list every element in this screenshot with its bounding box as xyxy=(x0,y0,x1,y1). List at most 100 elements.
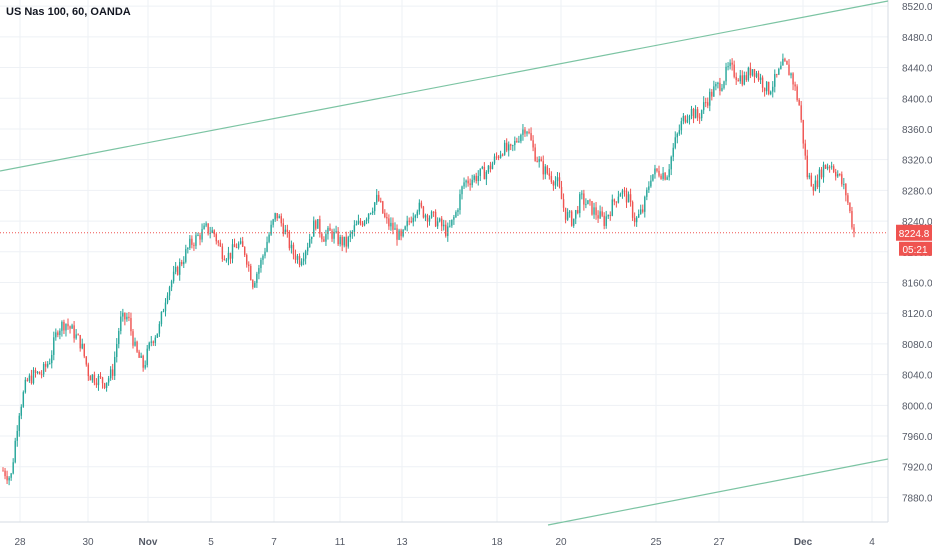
candle-body xyxy=(67,323,69,327)
candle-body xyxy=(550,175,553,182)
candle-body xyxy=(792,73,794,85)
candle-body xyxy=(682,115,685,122)
candle-body xyxy=(390,222,392,227)
candle-body xyxy=(664,172,666,180)
candle-body xyxy=(725,66,727,82)
candle-body xyxy=(627,194,630,203)
candle-body xyxy=(209,232,211,234)
candle-body xyxy=(46,363,49,367)
candle-body xyxy=(436,221,439,227)
candle-body xyxy=(189,238,191,248)
candle-body xyxy=(698,117,701,119)
candle-body xyxy=(124,312,126,320)
candle-body xyxy=(55,332,57,338)
candle-body xyxy=(91,374,94,381)
x-tick-label: 28 xyxy=(14,537,26,548)
candle-body xyxy=(776,74,778,76)
candle-body xyxy=(849,202,851,212)
candle-body xyxy=(233,244,236,248)
candle-body xyxy=(432,211,435,213)
candle-body xyxy=(536,160,538,162)
candle-body xyxy=(10,473,12,478)
candle-body xyxy=(599,211,601,219)
candle-body xyxy=(396,228,398,240)
candle-body xyxy=(573,218,575,226)
candle-body xyxy=(59,330,61,335)
candle-body xyxy=(97,376,100,386)
candle-body xyxy=(148,342,150,349)
candle-body xyxy=(140,355,142,358)
channel-upper-line xyxy=(0,0,889,172)
candle-body xyxy=(644,196,646,212)
candle-body xyxy=(223,259,226,261)
candle-body xyxy=(595,207,597,216)
candle-body xyxy=(483,166,486,180)
candle-body xyxy=(294,254,297,260)
candle-body xyxy=(164,302,167,312)
candle-body xyxy=(24,379,27,393)
candle-body xyxy=(75,334,77,339)
candle-body xyxy=(737,79,739,82)
y-tick-label: 8040.0 xyxy=(902,371,932,382)
candle-body xyxy=(467,180,469,184)
candle-body xyxy=(534,147,536,161)
candle-body xyxy=(343,236,345,246)
candle-body xyxy=(648,186,650,190)
candle-body xyxy=(763,87,766,92)
candle-body xyxy=(319,219,321,234)
candle-body xyxy=(85,356,87,365)
candle-body xyxy=(36,371,39,373)
y-tick-label: 8280.0 xyxy=(902,186,932,197)
candle-body xyxy=(837,174,839,177)
candle-body xyxy=(193,244,195,246)
candle-body xyxy=(44,363,47,367)
candle-body xyxy=(154,337,157,343)
candle-body xyxy=(826,166,829,169)
candle-body xyxy=(203,225,205,230)
candle-body xyxy=(605,216,607,226)
candle-body xyxy=(670,156,672,170)
candle-body xyxy=(430,211,433,218)
candle-body xyxy=(800,105,802,120)
candle-body xyxy=(650,180,652,187)
candle-body xyxy=(770,91,772,95)
candle-body xyxy=(558,177,561,188)
candle-body xyxy=(767,81,770,95)
candle-body xyxy=(414,215,417,218)
candle-body xyxy=(690,108,693,117)
candle-body xyxy=(172,271,175,282)
candle-body xyxy=(262,255,264,260)
candle-body xyxy=(711,91,713,97)
candle-body xyxy=(806,155,808,178)
candle-body xyxy=(451,219,453,226)
candle-body xyxy=(491,163,494,170)
candle-body xyxy=(788,64,790,76)
candle-body xyxy=(199,235,201,240)
candle-body xyxy=(382,201,384,214)
candle-body xyxy=(832,166,835,172)
candle-body xyxy=(215,234,217,242)
candle-body xyxy=(477,175,479,182)
candle-body xyxy=(629,194,632,202)
candle-body xyxy=(757,73,760,80)
candle-body xyxy=(185,249,187,262)
candle-body xyxy=(814,180,817,191)
candle-body xyxy=(6,476,8,481)
candle-body xyxy=(181,262,183,265)
candle-body xyxy=(485,171,488,180)
candle-body xyxy=(351,231,354,234)
candle-body xyxy=(116,344,118,358)
candle-body xyxy=(579,194,581,214)
candle-body xyxy=(345,236,347,247)
candle-body xyxy=(465,180,467,183)
candle-body xyxy=(136,341,138,352)
candle-body xyxy=(152,341,155,343)
candle-body xyxy=(30,375,33,384)
x-tick-label: 18 xyxy=(491,537,503,548)
candle-body xyxy=(241,241,244,247)
candle-body xyxy=(424,215,427,218)
candle-body xyxy=(461,186,463,195)
candle-body xyxy=(14,440,16,463)
